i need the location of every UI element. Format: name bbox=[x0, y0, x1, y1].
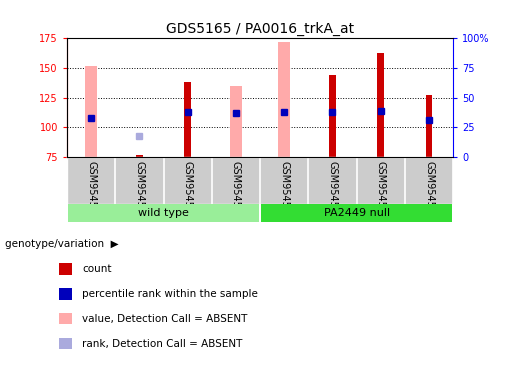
Text: GSM954583: GSM954583 bbox=[424, 161, 434, 220]
Text: wild type: wild type bbox=[138, 208, 189, 218]
Bar bbox=[329, 75, 336, 157]
Text: GSM954576: GSM954576 bbox=[86, 161, 96, 220]
Text: GSM954580: GSM954580 bbox=[279, 161, 289, 220]
Text: GSM954577: GSM954577 bbox=[134, 161, 144, 220]
FancyBboxPatch shape bbox=[261, 204, 452, 222]
Text: GSM954578: GSM954578 bbox=[183, 161, 193, 220]
Text: GSM954582: GSM954582 bbox=[376, 161, 386, 220]
FancyBboxPatch shape bbox=[68, 204, 259, 222]
Bar bbox=[377, 53, 384, 157]
Bar bbox=[184, 82, 191, 157]
Text: count: count bbox=[82, 264, 112, 274]
Text: percentile rank within the sample: percentile rank within the sample bbox=[82, 289, 259, 299]
Title: GDS5165 / PA0016_trkA_at: GDS5165 / PA0016_trkA_at bbox=[166, 22, 354, 36]
Text: GSM954579: GSM954579 bbox=[231, 161, 241, 220]
Bar bbox=[85, 66, 97, 157]
Bar bbox=[278, 42, 290, 157]
Text: rank, Detection Call = ABSENT: rank, Detection Call = ABSENT bbox=[82, 339, 243, 349]
Bar bbox=[136, 155, 143, 157]
Text: GSM954581: GSM954581 bbox=[328, 161, 337, 220]
Bar bbox=[230, 86, 242, 157]
Text: value, Detection Call = ABSENT: value, Detection Call = ABSENT bbox=[82, 314, 248, 324]
Bar bbox=[426, 95, 433, 157]
Text: PA2449 null: PA2449 null bbox=[323, 208, 390, 218]
Text: genotype/variation  ▶: genotype/variation ▶ bbox=[5, 239, 119, 249]
